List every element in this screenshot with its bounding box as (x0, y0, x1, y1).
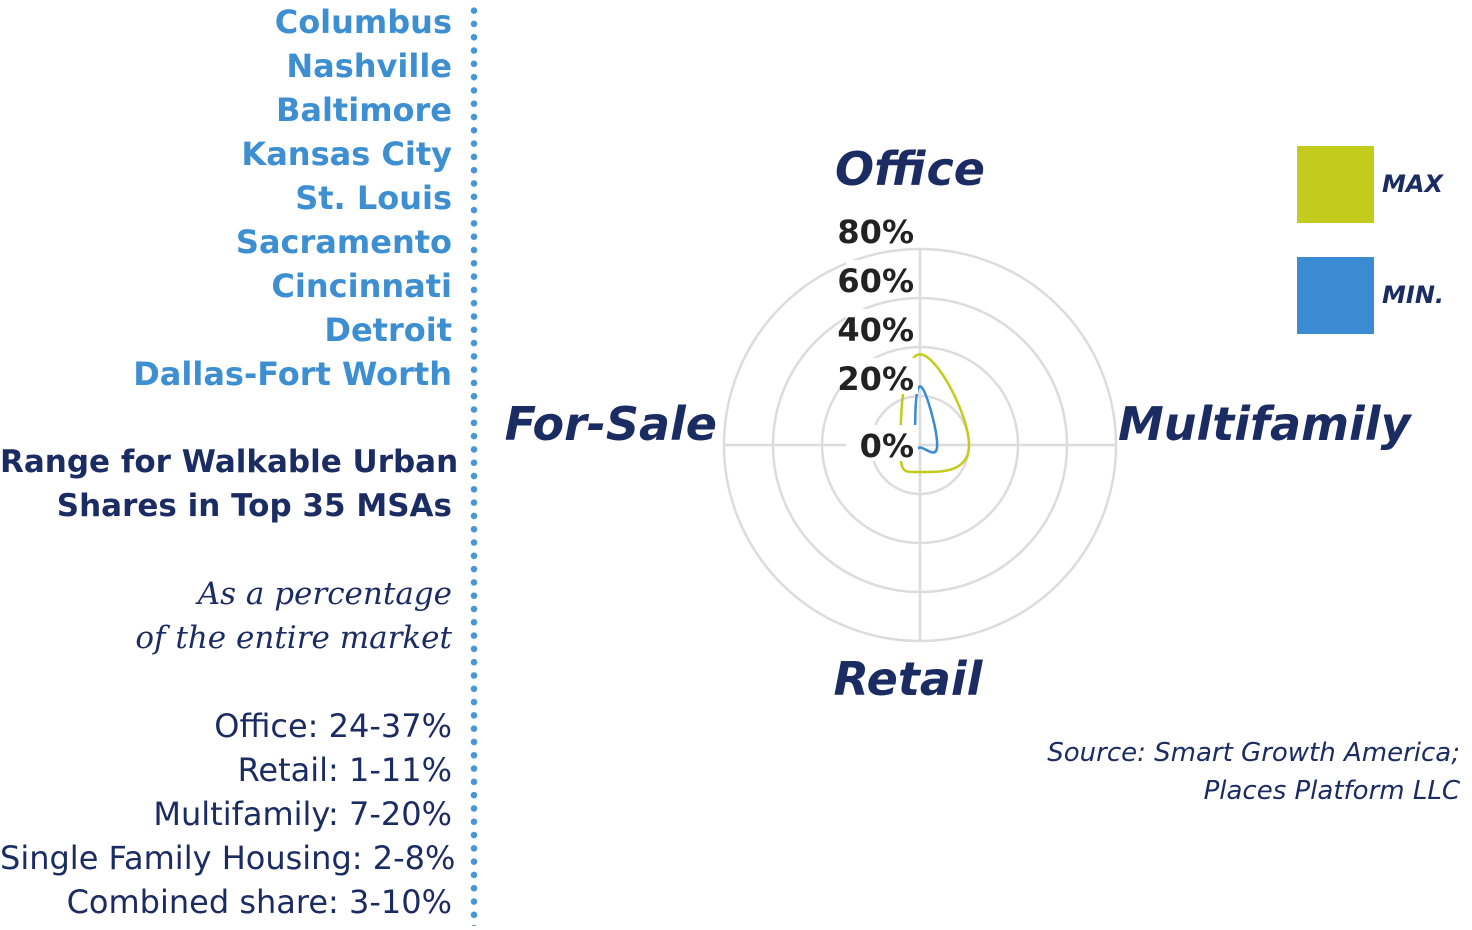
radar-series (899, 353, 971, 474)
tick-label-40: 40% (837, 311, 914, 349)
tick-label-bg (846, 425, 918, 461)
legend-label-max: MAX (1382, 170, 1444, 198)
city-item: St. Louis (295, 179, 452, 217)
stat-single-family: Single Family Housing: 2-8% (0, 839, 456, 877)
city-item: Baltimore (275, 91, 452, 129)
city-item: Nashville (286, 47, 452, 85)
range-title-line: Range for Walkable Urban (0, 444, 459, 480)
axis-label-office: Office (835, 142, 985, 196)
range-stats: Office: 24-37% Retail: 1-11% Multifamily… (0, 704, 456, 924)
range-title-line: Shares in Top 35 MSAs (56, 488, 452, 524)
legend-swatch-max (1297, 146, 1374, 223)
stat-retail: Retail: 1-11% (237, 751, 452, 789)
tick-label-bg (846, 211, 918, 247)
source-line: Source: Smart Growth America; (1047, 738, 1460, 768)
range-title: Range for Walkable Urban Shares in Top 3… (0, 440, 459, 528)
stat-combined: Combined share: 3-10% (66, 883, 452, 921)
series-min-shape (913, 384, 939, 454)
source-note: Source: Smart Growth America; Places Pla… (1047, 734, 1460, 810)
range-subtitle: As a percentage of the entire market (0, 572, 452, 660)
axis-label-retail: Retail (834, 652, 984, 706)
tick-label-80: 80% (837, 213, 914, 251)
legend: MAX MIN. (1297, 146, 1444, 334)
range-subtitle-line: of the entire market (135, 620, 452, 656)
axis-label-forsale: For-Sale (505, 397, 717, 451)
tick-label-60: 60% (837, 262, 914, 300)
tick-label-20: 20% (837, 360, 914, 398)
radar-axis-labels: Office Multifamily Retail For-Sale (505, 142, 1413, 706)
city-list: Columbus Nashville Baltimore Kansas City… (0, 0, 452, 396)
city-item: Kansas City (241, 135, 452, 173)
city-item: Dallas-Fort Worth (133, 355, 452, 393)
city-item: Columbus (274, 3, 452, 41)
city-item: Cincinnati (271, 267, 452, 305)
axis-label-multifamily: Multifamily (1118, 397, 1413, 451)
radar-tick-labels: 0% 20% 40% 60% 80% (837, 211, 918, 465)
range-subtitle-line: As a percentage (197, 576, 452, 612)
stat-office: Office: 24-37% (214, 707, 452, 745)
legend-swatch-min (1297, 257, 1374, 334)
city-item: Detroit (324, 311, 452, 349)
source-line: Places Platform LLC (1203, 776, 1460, 806)
tick-label-bg (846, 358, 918, 394)
radar-grid (722, 247, 1118, 643)
series-max-shape (899, 353, 971, 474)
dotted-divider (469, 4, 479, 926)
left-panel: Columbus Nashville Baltimore Kansas City… (0, 0, 459, 924)
tick-label-0: 0% (860, 427, 914, 465)
legend-label-min: MIN. (1382, 281, 1444, 309)
tick-label-bg (846, 309, 918, 345)
city-item: Sacramento (235, 223, 452, 261)
stat-multifamily: Multifamily: 7-20% (153, 795, 452, 833)
tick-label-bg (846, 260, 918, 296)
